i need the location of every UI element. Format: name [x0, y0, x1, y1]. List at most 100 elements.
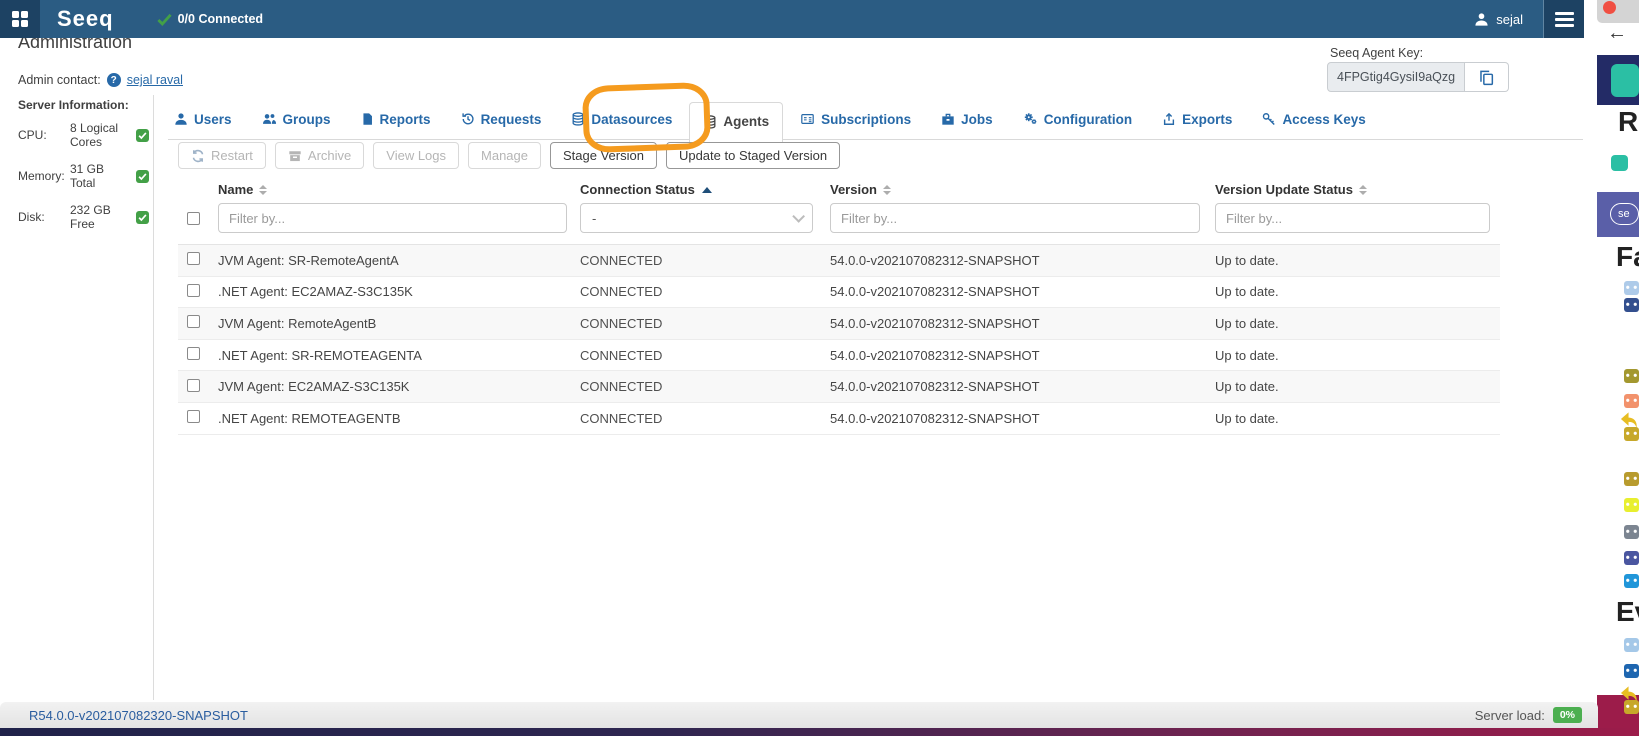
gears-icon — [1024, 113, 1037, 124]
user-menu[interactable]: sejal — [1474, 12, 1523, 27]
admin-contact: Admin contact: sejal raval — [18, 73, 183, 87]
tab-agents[interactable]: Agents — [689, 102, 784, 142]
table-row[interactable]: JVM Agent: RemoteAgentB CONNECTED 54.0.0… — [178, 308, 1500, 340]
seeq-logo[interactable]: Seeq — [57, 6, 114, 31]
users-icon — [262, 114, 276, 124]
app-grid-button[interactable] — [0, 0, 40, 38]
cropped-icon — [1624, 551, 1639, 565]
cell-update-status: Up to date. — [1215, 252, 1279, 268]
back-arrow[interactable]: ← — [1607, 22, 1627, 44]
tab-subscriptions[interactable]: Subscriptions — [800, 112, 911, 127]
user-name: sejal — [1496, 11, 1523, 27]
column-header-name[interactable]: Name — [218, 182, 580, 197]
table-row[interactable]: .NET Agent: SR-REMOTEAGENTA CONNECTED 54… — [178, 340, 1500, 372]
stage-version-button[interactable]: Stage Version — [550, 142, 657, 169]
cell-update-status: Up to date. — [1215, 315, 1279, 331]
file-icon — [362, 113, 372, 125]
cell-name: .NET Agent: REMOTEAGENTB — [218, 410, 401, 426]
archive-button[interactable]: Archive — [274, 142, 365, 169]
server-load-label: Server load: — [1474, 707, 1545, 723]
cropped-icon — [1624, 525, 1639, 539]
agents-toolbar: Restart Archive View Logs Manage Stage V… — [178, 142, 841, 169]
server-version-text: R54.0.0-v202107082320-SNAPSHOT — [29, 707, 248, 723]
cell-version: 54.0.0-v202107082312-SNAPSHOT — [830, 347, 1040, 363]
column-header-version-update-status[interactable]: Version Update Status — [1215, 182, 1500, 197]
tab-configuration[interactable]: Configuration — [1023, 112, 1132, 127]
tab-reports[interactable]: Reports — [361, 112, 431, 127]
database-icon — [572, 112, 584, 126]
cell-name: JVM Agent: SR-RemoteAgentA — [218, 252, 399, 268]
partial-background-window: ← R se Fa Ev — [1584, 0, 1639, 736]
connection-status-filter-select[interactable]: - — [580, 203, 813, 233]
cell-update-status: Up to date. — [1215, 347, 1279, 363]
cell-connection-status: CONNECTED — [580, 347, 663, 363]
cell-connection-status: CONNECTED — [580, 252, 663, 268]
row-checkbox[interactable] — [187, 347, 200, 361]
view-logs-button[interactable]: View Logs — [373, 142, 460, 169]
manage-button[interactable]: Manage — [468, 142, 541, 169]
cell-update-status: Up to date. — [1215, 379, 1279, 395]
cropped-icon — [1624, 700, 1639, 714]
cropped-icon — [1624, 427, 1639, 441]
tab-groups[interactable]: Groups — [262, 112, 331, 127]
admin-contact-link[interactable]: sejal raval — [126, 73, 183, 87]
cell-connection-status: CONNECTED — [580, 315, 663, 331]
cropped-icon — [1624, 281, 1639, 295]
agents-table: Name Connection Status Version Version U… — [178, 177, 1500, 435]
tab-users[interactable]: Users — [174, 112, 232, 127]
navbar-separator — [1543, 0, 1544, 38]
select-all-checkbox[interactable] — [187, 212, 200, 225]
sort-icon — [882, 184, 891, 195]
top-navbar: Seeq 0/0 Connected sejal — [0, 0, 1584, 38]
table-row[interactable]: .NET Agent: EC2AMAZ-S3C135K CONNECTED 54… — [178, 277, 1500, 309]
refresh-icon — [192, 149, 204, 162]
agent-key-input[interactable] — [1327, 62, 1465, 92]
cell-version: 54.0.0-v202107082312-SNAPSHOT — [830, 379, 1040, 395]
cropped-pill-button[interactable]: se — [1610, 203, 1639, 225]
row-checkbox[interactable] — [187, 283, 200, 297]
column-header-connection-status[interactable]: Connection Status — [580, 182, 830, 197]
database-icon — [704, 114, 716, 129]
hamburger-menu-button[interactable] — [1544, 0, 1584, 38]
connection-status-indicator[interactable]: 0/0 Connected — [157, 12, 263, 27]
update-to-staged-version-button[interactable]: Update to Staged Version — [665, 142, 841, 169]
disk-label: Disk: — [18, 210, 45, 224]
name-filter-input[interactable] — [218, 203, 567, 233]
column-header-version[interactable]: Version — [830, 182, 1215, 197]
tab-requests[interactable]: Requests — [461, 112, 541, 127]
restart-button[interactable]: Restart — [178, 142, 266, 169]
row-checkbox[interactable] — [187, 410, 200, 424]
cell-update-status: Up to date. — [1215, 410, 1279, 426]
cpu-label: CPU: — [18, 128, 47, 142]
table-row[interactable]: .NET Agent: REMOTEAGENTB CONNECTED 54.0.… — [178, 403, 1500, 435]
admin-tabs: Users Groups Reports Requests Datasource… — [174, 99, 1366, 142]
tab-jobs[interactable]: Jobs — [941, 112, 993, 127]
window-close-dot — [1603, 1, 1616, 14]
table-row[interactable]: JVM Agent: EC2AMAZ-S3C135K CONNECTED 54.… — [178, 371, 1500, 403]
tab-panel-border — [168, 139, 1583, 140]
cropped-icon — [1624, 574, 1639, 588]
copy-agent-key-button[interactable] — [1465, 62, 1509, 92]
cropped-icon — [1624, 498, 1639, 512]
row-checkbox[interactable] — [187, 252, 200, 266]
row-checkbox[interactable] — [187, 378, 200, 392]
row-checkbox[interactable] — [187, 315, 200, 329]
cell-connection-status: CONNECTED — [580, 379, 663, 395]
cell-version: 54.0.0-v202107082312-SNAPSHOT — [830, 315, 1040, 331]
version-update-status-filter-input[interactable] — [1215, 203, 1490, 233]
table-row[interactable]: JVM Agent: SR-RemoteAgentA CONNECTED 54.… — [178, 245, 1500, 277]
copy-icon — [1480, 70, 1494, 85]
tab-datasources[interactable]: Datasources — [571, 112, 672, 127]
cell-name: .NET Agent: EC2AMAZ-S3C135K — [218, 284, 413, 300]
version-filter-input[interactable] — [830, 203, 1200, 233]
tab-access-keys[interactable]: Access Keys — [1262, 112, 1366, 127]
server-info-row-disk: Disk: 232 GB Free — [18, 203, 149, 231]
table-header-row: Name Connection Status Version Version U… — [178, 177, 1500, 202]
cell-name: JVM Agent: RemoteAgentB — [218, 315, 377, 331]
tab-exports[interactable]: Exports — [1162, 112, 1232, 127]
briefcase-icon — [942, 113, 954, 125]
agent-key-group — [1327, 62, 1509, 92]
cropped-teal-tile — [1611, 64, 1639, 97]
memory-label: Memory: — [18, 169, 65, 183]
